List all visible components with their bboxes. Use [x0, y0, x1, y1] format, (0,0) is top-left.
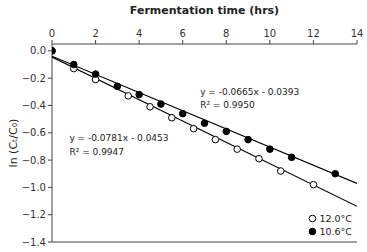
y-tick-label: −1.0 [22, 182, 46, 193]
data-point [125, 93, 132, 100]
data-point [169, 114, 176, 121]
regression-line [52, 57, 357, 206]
x-tick [95, 40, 96, 44]
y-tick-label: −1.2 [22, 209, 46, 220]
data-point [256, 155, 263, 162]
data-point [179, 110, 186, 117]
chart: 0 2 4 6 8 10 12 14 0.0 −0.2 −0.4 −0.6 −0.8 −1.0 −1.2 −1… [0, 0, 367, 252]
annotation: y = -0.0781x - 0.0453 [69, 133, 168, 143]
y-tick-label: −1.4 [22, 237, 46, 248]
y-tick-label: −0.2 [22, 73, 46, 84]
y-tick [48, 160, 52, 161]
data-point [158, 101, 165, 108]
data-point [52, 48, 55, 55]
data-point [92, 71, 99, 78]
x-axis-label: Fermentation time (hrs) [130, 4, 279, 17]
y-axis-line [52, 44, 53, 242]
y-tick [48, 50, 52, 51]
x-tick-label: 12 [307, 28, 320, 39]
data-point [147, 104, 154, 111]
y-tick [48, 132, 52, 133]
y-tick [48, 214, 52, 215]
bottom-axis-line [52, 242, 357, 243]
x-tick-label: 8 [223, 28, 229, 39]
data-point [201, 120, 208, 127]
plot-area [52, 48, 357, 207]
data-point [70, 61, 77, 68]
x-tick-label: 6 [180, 28, 186, 39]
legend-marker [309, 215, 316, 222]
y-tick [48, 242, 52, 243]
data-point [223, 128, 230, 135]
legend-marker [309, 228, 316, 235]
y-tick-label: −0.4 [22, 100, 46, 111]
x-axis-line [52, 44, 357, 45]
y-tick-label: −0.6 [22, 127, 46, 138]
data-point [277, 168, 284, 175]
legend: 12.0°C 10.6°C [309, 213, 352, 237]
x-tick [357, 40, 358, 44]
y-tick-label: 0.0 [30, 45, 46, 56]
data-point [332, 170, 339, 177]
annotation: R² = 0.9950 [200, 100, 255, 110]
x-tick [226, 40, 227, 44]
legend-label: 12.0°C [319, 213, 352, 224]
y-tick [48, 78, 52, 79]
data-point [212, 136, 219, 143]
y-axis-label: ln (Cₜ/C₀) [7, 119, 20, 168]
data-point [190, 125, 197, 132]
data-point [52, 48, 55, 55]
x-tick [182, 40, 183, 44]
data-point [288, 154, 295, 161]
x-tick-label: 4 [136, 28, 142, 39]
data-point [114, 83, 121, 90]
x-tick [52, 40, 53, 44]
data-point [245, 136, 252, 143]
data-point [234, 146, 241, 153]
legend-label: 10.6°C [319, 226, 352, 237]
y-tick-label: −0.8 [22, 155, 46, 166]
x-tick [313, 40, 314, 44]
x-tick [269, 40, 270, 44]
x-tick-label: 10 [263, 28, 276, 39]
y-tick [48, 105, 52, 106]
x-tick-label: 0 [49, 28, 55, 39]
x-tick-label: 14 [351, 28, 364, 39]
regression-line [52, 56, 357, 183]
data-point [267, 146, 274, 153]
x-tick-label: 2 [92, 28, 98, 39]
x-tick [139, 40, 140, 44]
annotation: R² = 0.9947 [69, 147, 124, 157]
data-point [136, 91, 143, 98]
data-point [310, 181, 317, 188]
y-tick [48, 187, 52, 188]
annotation: y = -0.0665x - 0.0393 [200, 87, 299, 97]
